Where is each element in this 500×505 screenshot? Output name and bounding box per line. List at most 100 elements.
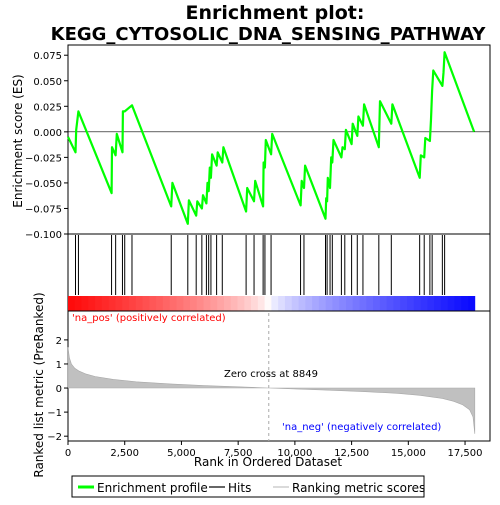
- es-panel: −0.100 −0.075 −0.050 −0.025 0.000 0.025 0.050 0…: [25, 44, 491, 241]
- rank-color-bar-segment: [400, 296, 408, 311]
- rank-color-bar-segment: [345, 296, 354, 311]
- rank-ytick-label: −2: [47, 432, 62, 443]
- rank-color-bar-segment: [318, 296, 327, 311]
- rank-color-bar-segment: [406, 296, 415, 311]
- es-ytick-label: 0.000: [33, 128, 62, 139]
- x-tick-label: 12,500: [334, 448, 369, 459]
- rank-color-bar-segment: [122, 296, 130, 311]
- rank-color-bar-segment: [420, 296, 428, 311]
- rank-color-bar-segment: [427, 296, 435, 311]
- rank-color-bar-segment: [413, 296, 421, 311]
- rank-color-bar-segment: [176, 296, 184, 311]
- rank-color-bar-segment: [169, 296, 177, 311]
- rank-color-bar-segment: [74, 296, 82, 311]
- x-tick-label: 10,000: [277, 448, 312, 459]
- rank-color-bar-segment: [244, 296, 252, 311]
- rank-color-bar-segment: [156, 296, 164, 311]
- rank-color-bar-segment: [183, 296, 191, 311]
- rank-color-bar-segment: [101, 296, 110, 311]
- rank-color-bar-segment: [298, 296, 306, 311]
- legend-enrichment-label: Enrichment profile: [97, 481, 208, 495]
- ranking-panel-frame: [67, 310, 491, 442]
- rank-color-bar-segment: [237, 296, 245, 311]
- neg-correlation-label: 'na_neg' (negatively correlated): [282, 422, 441, 433]
- es-axis-label: Enrichment score (ES): [11, 74, 25, 207]
- rank-color-bar-segment: [88, 296, 96, 311]
- rank-color-bar-segment: [284, 296, 293, 311]
- rank-color-bar-segment: [332, 296, 340, 311]
- rank-color-bar-segment: [257, 296, 266, 311]
- es-ytick-label: 0.050: [33, 77, 62, 88]
- rank-color-bar-segment: [325, 296, 333, 311]
- rank-color-bar-segment: [386, 296, 394, 311]
- rank-color-bar-segment: [230, 296, 238, 311]
- zero-cross-label: Zero cross at 8849: [224, 369, 318, 380]
- rank-color-bar-segment: [468, 296, 476, 311]
- rank-color-bar-segment: [359, 296, 367, 311]
- rank-color-bar-segment: [264, 296, 272, 311]
- rank-color-bar-segment: [454, 296, 462, 311]
- rank-color-bar-segment: [461, 296, 469, 311]
- rank-color-bar-segment: [447, 296, 455, 311]
- rank-color-bar-segment: [135, 296, 143, 311]
- legend: Enrichment profile Hits Ranking metric s…: [71, 475, 425, 498]
- rank-color-bar-segment: [203, 296, 211, 311]
- rank-color-bar-segment: [68, 296, 76, 311]
- rank-color-bar-segment: [108, 296, 116, 311]
- rank-ytick-label: 0: [56, 384, 62, 395]
- rank-color-bar-segment: [312, 296, 320, 311]
- rank-color-bar-segment: [190, 296, 198, 311]
- legend-hits-label: Hits: [228, 481, 251, 495]
- rank-color-bar-segment: [339, 296, 347, 311]
- rank-color-bar-segment: [373, 296, 381, 311]
- rank-color-bar-segment: [149, 296, 157, 311]
- legend-box: [71, 475, 425, 498]
- pos-correlation-label: 'na_pos' (positively correlated): [72, 313, 226, 324]
- rank-color-bar-segment: [366, 296, 374, 311]
- x-axis-label: Rank in Ordered Dataset: [194, 455, 342, 469]
- rank-color-bar-segment: [434, 296, 442, 311]
- x-tick-label: 15,000: [391, 448, 426, 459]
- es-ytick-label: −0.025: [25, 153, 62, 164]
- rank-color-bar-segment: [440, 296, 449, 311]
- rank-color-bar-segment: [196, 296, 204, 311]
- rank-ytick-label: −1: [47, 408, 62, 419]
- rank-color-bar-segment: [278, 296, 286, 311]
- rank-color-bar-segment: [95, 296, 103, 311]
- chart-title-line1: Enrichment plot:: [186, 2, 365, 24]
- rank-color-bar-segment: [393, 296, 401, 311]
- rank-color-bar-segment: [142, 296, 150, 311]
- es-ytick-label: −0.100: [25, 230, 62, 241]
- ranking-panel: −2 −1 0 1 2 0 2,500 5,000 7,500 10,000 12,500 15,00…: [47, 310, 491, 459]
- x-tick-label: 7,500: [224, 448, 253, 459]
- x-tick-label: 2,500: [110, 448, 139, 459]
- es-ytick-label: 0.075: [33, 51, 62, 62]
- rank-color-bar-segment: [271, 296, 279, 311]
- es-ytick-label: −0.075: [25, 204, 62, 215]
- rank-color-bar-segment: [115, 296, 123, 311]
- rank-ytick-label: 2: [56, 336, 62, 347]
- rank-color-bar-segment: [129, 296, 137, 311]
- legend-metric-label: Ranking metric scores: [292, 481, 425, 495]
- es-ytick-label: −0.050: [25, 179, 62, 190]
- x-tick-label: 0: [65, 448, 71, 459]
- enrichment-profile-line: [67, 51, 476, 225]
- rank-ytick-label: 1: [56, 360, 62, 371]
- chart-title-line2: KEGG_CYTOSOLIC_DNA_SENSING_PATHWAY: [51, 24, 487, 45]
- rank-color-bar-segment: [217, 296, 225, 311]
- rank-color-bar-segment: [251, 296, 259, 311]
- rank-color-bar-segment: [210, 296, 218, 311]
- rank-color-bar-segment: [291, 296, 299, 311]
- es-panel-frame: [67, 44, 491, 235]
- es-ytick-label: 0.025: [33, 102, 62, 113]
- rank-color-bar-segment: [379, 296, 388, 311]
- rank-color-bar-segment: [352, 296, 360, 311]
- x-tick-label: 17,500: [448, 448, 483, 459]
- rank-color-bar-segment: [305, 296, 313, 311]
- hits-panel: [67, 233, 491, 312]
- rank-color-bar-segment: [81, 296, 89, 311]
- rank-axis-label: Ranked list metric (PreRanked): [32, 292, 46, 477]
- x-tick-label: 5,000: [167, 448, 196, 459]
